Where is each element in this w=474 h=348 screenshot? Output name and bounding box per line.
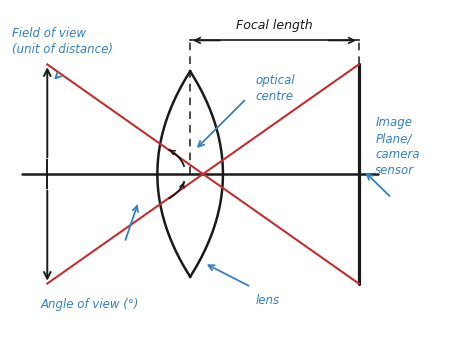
Text: lens: lens	[256, 294, 280, 307]
Text: Angle of view (°): Angle of view (°)	[40, 298, 138, 311]
Text: optical
centre: optical centre	[256, 74, 295, 103]
Text: Focal length: Focal length	[236, 19, 313, 32]
Text: Field of view
(unit of distance): Field of view (unit of distance)	[12, 27, 113, 56]
Text: Image
Plane/
camera
sensor: Image Plane/ camera sensor	[375, 116, 420, 177]
